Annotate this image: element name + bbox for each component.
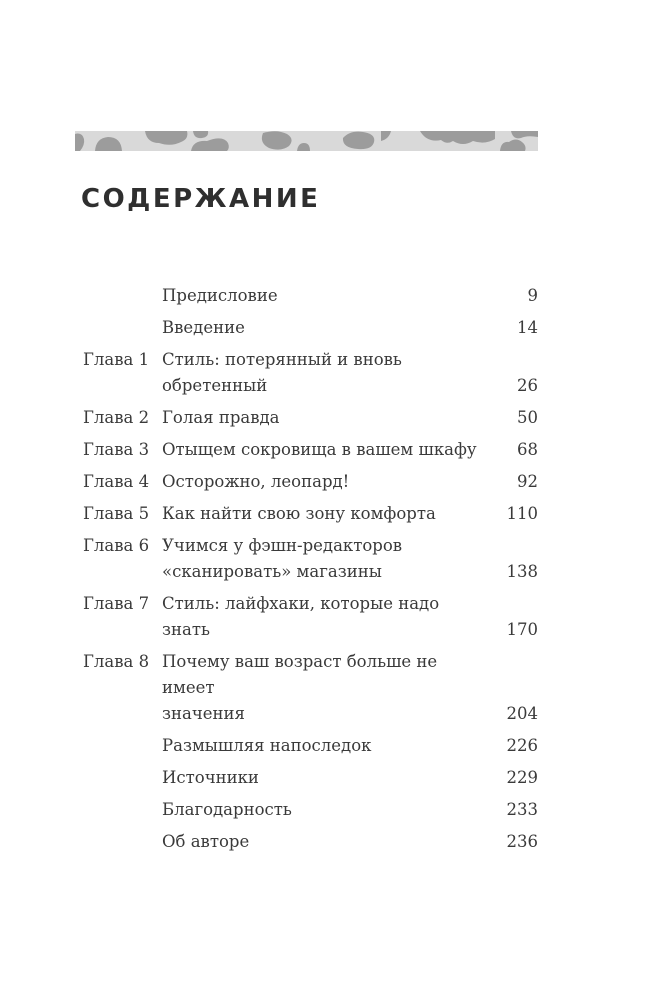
chapter-label: Глава 4	[83, 472, 150, 491]
leopard-pattern-icon	[75, 131, 538, 151]
toc-row: Об авторе 236	[83, 829, 538, 855]
toc-row: Глава 5 Как найти свою зону комфорта 110	[83, 501, 538, 527]
toc-row: Глава 7 Стиль: лайфхаки, которые надо зн…	[83, 591, 538, 643]
page-number: 229	[506, 768, 539, 787]
entry-title: Осторожно, леопард!	[162, 472, 350, 491]
page-title: СОДЕРЖАНИЕ	[81, 184, 321, 214]
toc-row: Предисловие 9	[83, 283, 538, 309]
chapter-label: Глава 1	[83, 350, 150, 369]
toc-row: Введение 14	[83, 315, 538, 341]
entry-title: Учимся у фэшн-редакторов «сканировать» м…	[162, 536, 403, 581]
page-number: 233	[506, 800, 539, 819]
toc-row: Глава 1 Стиль: потерянный и вновь обрете…	[83, 347, 538, 399]
entry-title: Об авторе	[162, 832, 250, 851]
entry-title: Введение	[162, 318, 245, 337]
page-number: 14	[517, 318, 538, 337]
chapter-label: Глава 2	[83, 408, 150, 427]
entry-title: Стиль: потерянный и вновь обретенный	[162, 350, 402, 395]
page-number: 170	[506, 620, 539, 639]
entry-title: Стиль: лайфхаки, которые надо знать	[162, 594, 440, 639]
table-of-contents: Предисловие 9 Введение 14 Глава 1 Стиль:…	[83, 283, 538, 861]
entry-title: Голая правда	[162, 408, 280, 427]
page-number: 110	[506, 504, 539, 523]
toc-row: Источники 229	[83, 765, 538, 791]
page-number: 9	[527, 286, 539, 305]
page-number: 226	[506, 736, 539, 755]
chapter-label: Глава 8	[83, 652, 150, 671]
toc-row: Глава 2 Голая правда 50	[83, 405, 538, 431]
leopard-pattern-strip	[75, 131, 538, 151]
toc-row: Глава 6 Учимся у фэшн-редакторов «сканир…	[83, 533, 538, 585]
chapter-label: Глава 5	[83, 504, 150, 523]
chapter-label: Глава 6	[83, 536, 150, 555]
toc-row: Глава 4 Осторожно, леопард! 92	[83, 469, 538, 495]
entry-title: Предисловие	[162, 286, 278, 305]
chapter-label: Глава 7	[83, 594, 150, 613]
toc-row: Благодарность 233	[83, 797, 538, 823]
page-number: 68	[517, 440, 538, 459]
toc-row: Глава 8 Почему ваш возраст больше не име…	[83, 649, 538, 727]
toc-row: Глава 3 Отыщем сокровища в вашем шкафу 6…	[83, 437, 538, 463]
chapter-label: Глава 3	[83, 440, 150, 459]
entry-title: Отыщем сокровища в вашем шкафу	[162, 440, 477, 459]
toc-row: Размышляя напоследок 226	[83, 733, 538, 759]
entry-title: Благодарность	[162, 800, 292, 819]
entry-title: Почему ваш возраст больше не имеет значе…	[162, 652, 438, 723]
entry-title: Размышляя напоследок	[162, 736, 372, 755]
page-number: 50	[517, 408, 538, 427]
page-number: 138	[506, 562, 539, 581]
page-number: 236	[506, 832, 539, 851]
page-number: 204	[506, 704, 539, 723]
entry-title: Источники	[162, 768, 259, 787]
entry-title: Как найти свою зону комфорта	[162, 504, 436, 523]
page-number: 92	[517, 472, 538, 491]
page-number: 26	[517, 376, 538, 395]
